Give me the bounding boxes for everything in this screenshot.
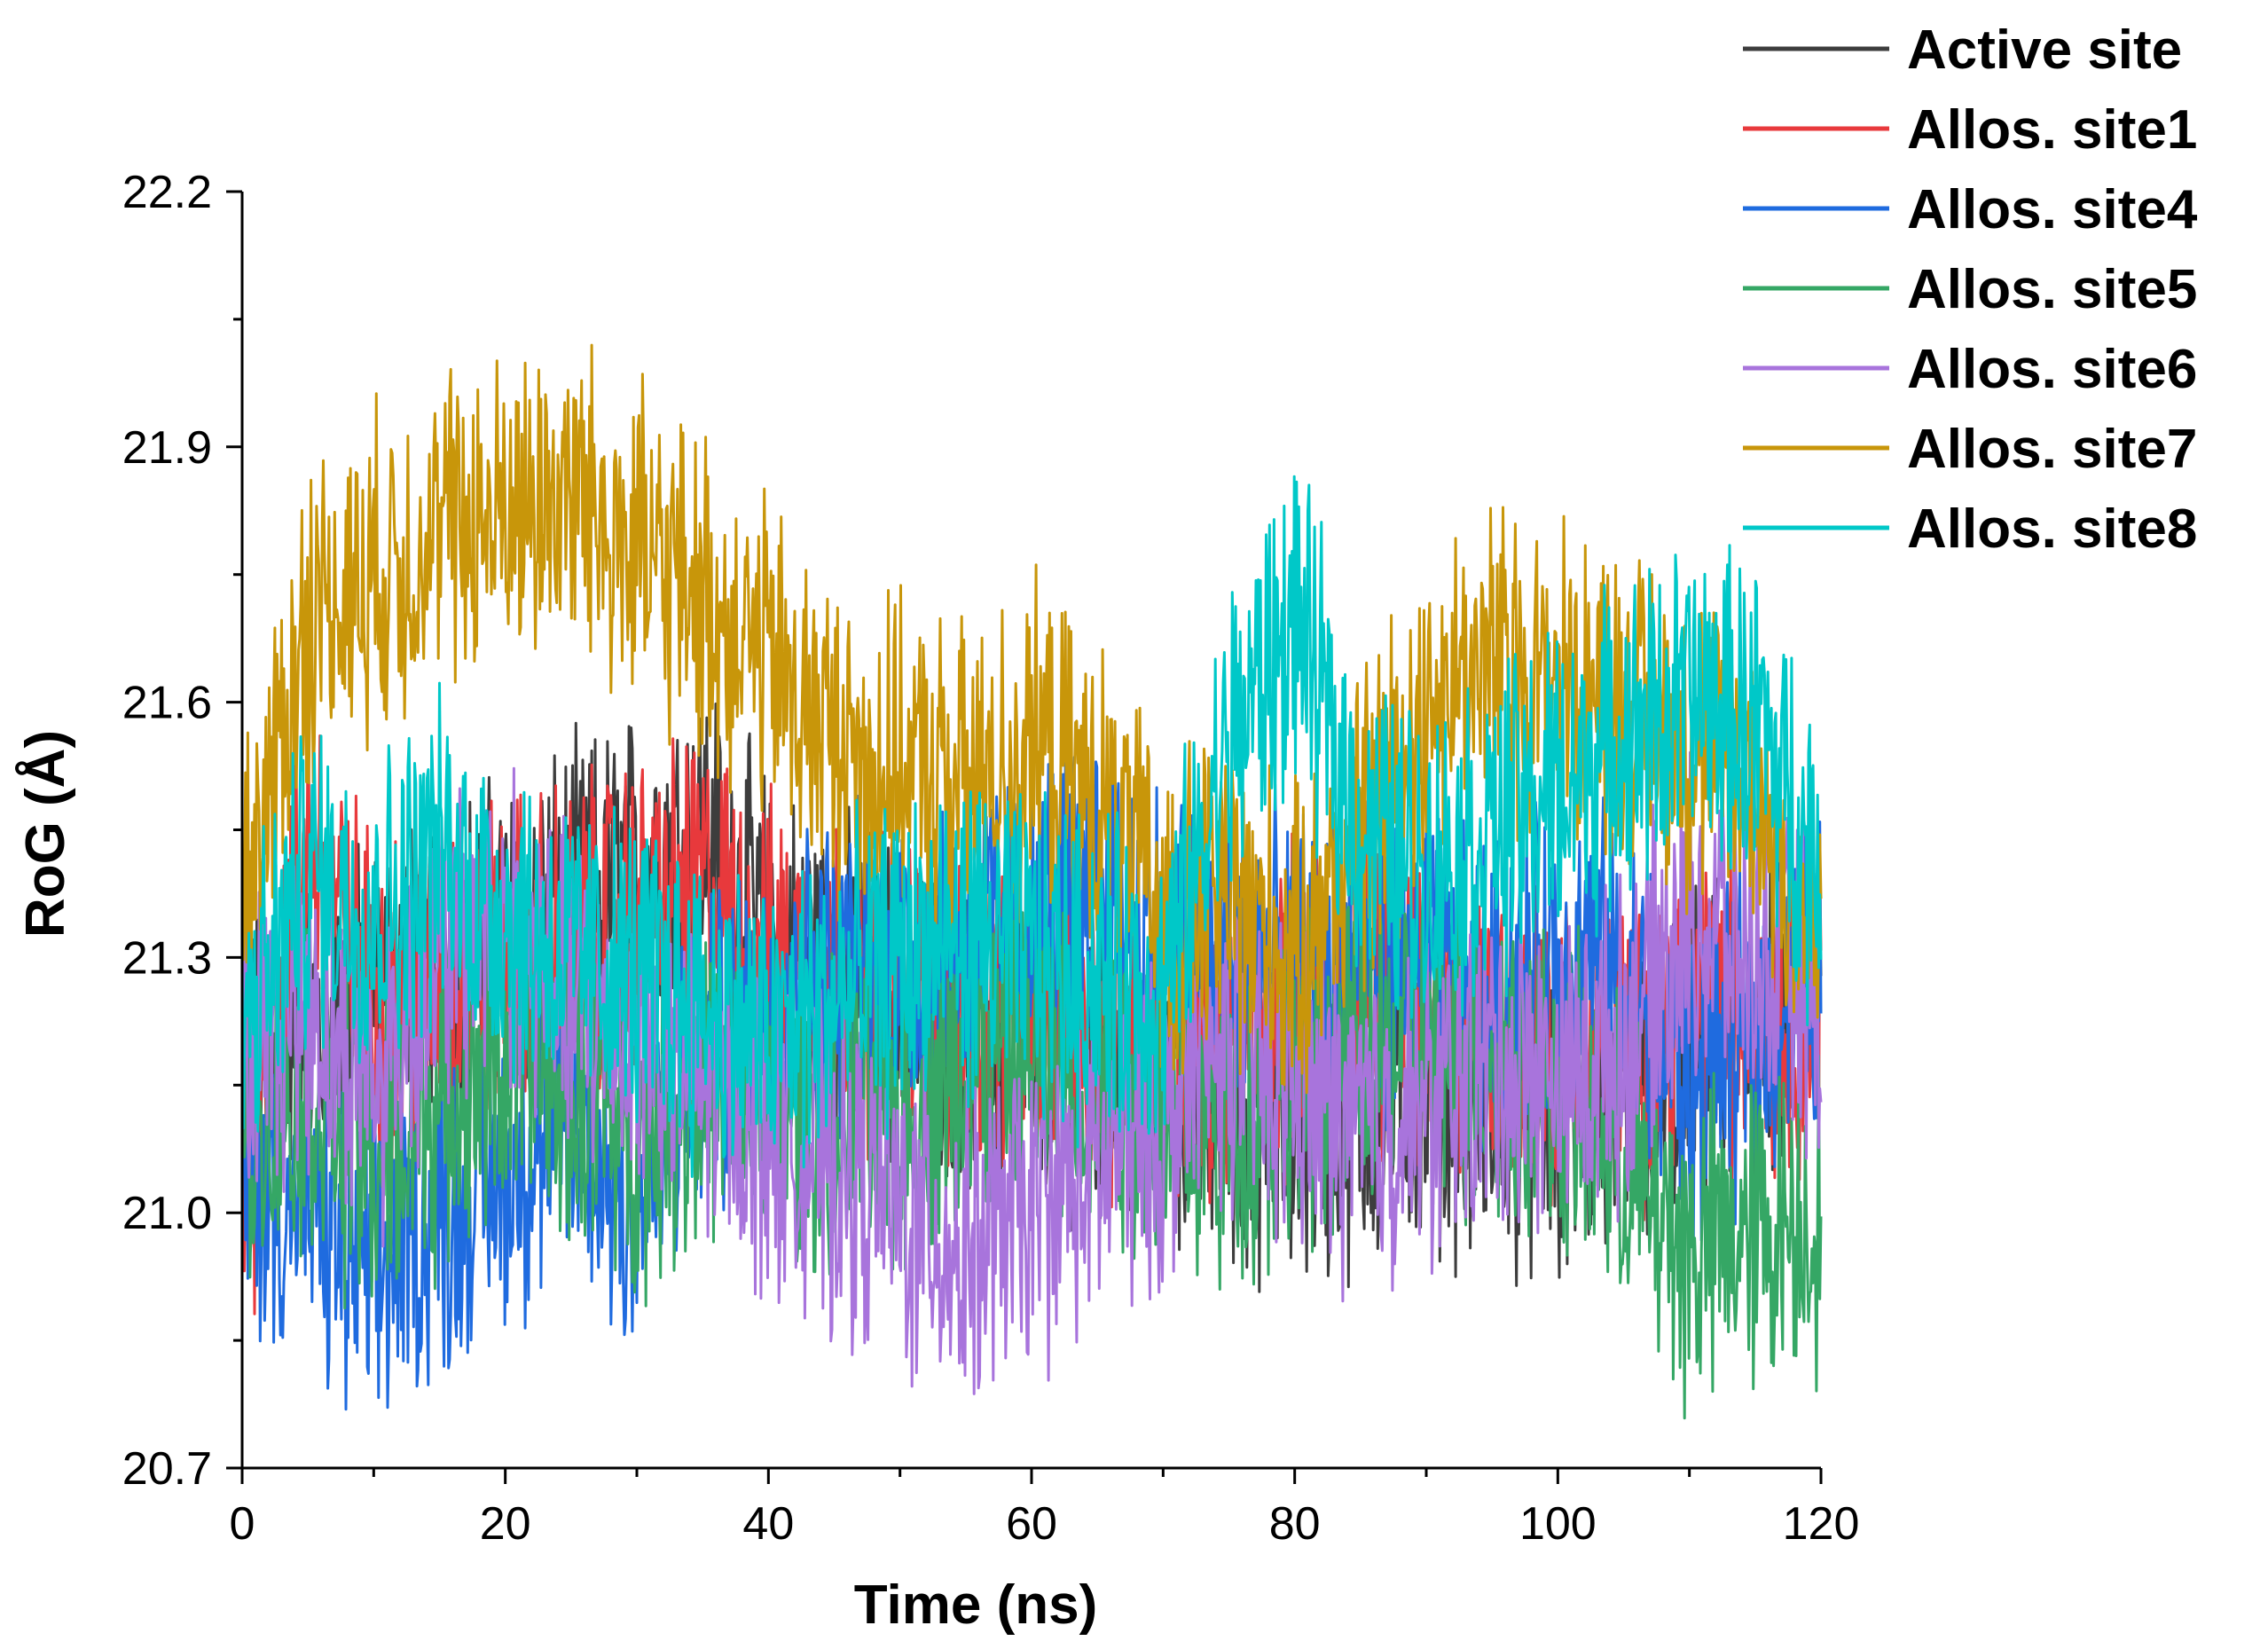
series-line-allos-site8: [240, 475, 1823, 1178]
x-axis-title: Time (ns): [854, 1574, 1097, 1636]
y-tick-label: 21.6: [122, 678, 212, 729]
legend-label: Allos. site7: [1907, 419, 2197, 480]
y-tick-label: 21.0: [122, 1188, 212, 1239]
legend-label: Allos. site8: [1907, 499, 2197, 560]
x-tick-label: 40: [742, 1498, 794, 1550]
x-tick-label: 60: [1006, 1498, 1057, 1550]
legend-label: Active site: [1907, 20, 2182, 81]
series-line-allos-site6: [240, 750, 1823, 1395]
legend-label: Allos. site4: [1907, 179, 2198, 240]
ticks-layer: 0 20 40 60 80 100 120 20.7 21.0 21.3 21.6 21.9 22.2: [122, 167, 1860, 1550]
x-tick-label: 0: [230, 1498, 255, 1550]
y-tick-label: 22.2: [122, 167, 212, 218]
series-layer: [240, 343, 1823, 1420]
legend-label: Allos. site1: [1907, 99, 2197, 161]
y-tick-label: 20.7: [122, 1443, 212, 1495]
series-line-allos-site4: [240, 751, 1823, 1411]
y-tick-label: 21.3: [122, 932, 212, 984]
x-tick-label: 100: [1519, 1498, 1597, 1550]
x-tick-label: 120: [1783, 1498, 1860, 1550]
y-axis-title: RoG (Å): [15, 730, 76, 938]
y-tick-label: 21.9: [122, 422, 212, 474]
legend-label: Allos. site6: [1907, 339, 2197, 400]
x-tick-label: 80: [1269, 1498, 1321, 1550]
legend-label: Allos. site5: [1907, 259, 2197, 320]
x-tick-label: 20: [480, 1498, 531, 1550]
legend: Active site Allos. site1 Allos. site4 Allos…: [1743, 20, 2198, 560]
